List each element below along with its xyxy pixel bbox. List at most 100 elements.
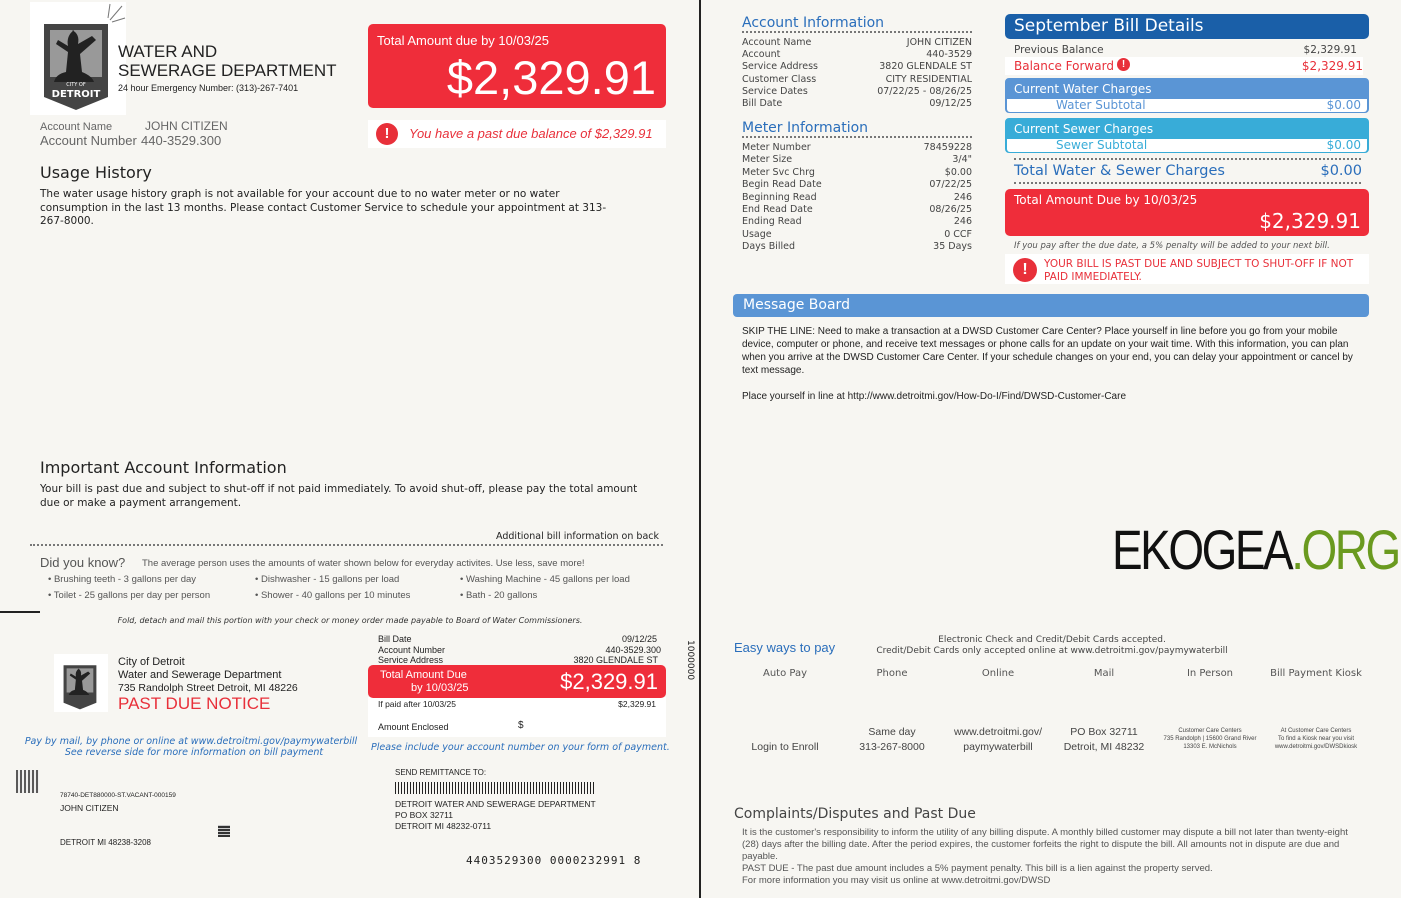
detail-line: To find a Kiosk near you visit [1277, 736, 1355, 742]
account-number-label: Account Number [40, 133, 137, 148]
easy-ways-title: Easy ways to pay [734, 640, 836, 655]
detail-line: Customer Care Centers [1178, 728, 1242, 734]
detail-line: Detroit, MI 48232 [1063, 741, 1145, 753]
stub-bill-date: Bill Date 09/12/25 [378, 634, 657, 644]
row-label: Beginning Read [742, 191, 817, 203]
message-board-text: SKIP THE LINE: Need to make a transactio… [742, 326, 1353, 376]
mail-city: DETROIT MI 48238-3208 [60, 838, 152, 847]
alert-icon: ! [1117, 58, 1130, 71]
mail-code: 78740-DET880000-ST.VACANT-000159 [60, 792, 176, 799]
info-row: Ending Read 246 [742, 216, 972, 227]
payment-method-2: Online [981, 668, 1015, 679]
account-name-label: Account Name [40, 121, 113, 133]
stub-address: 735 Randolph Street Detroit, MI 48226 [118, 682, 298, 694]
did-you-know-intro: The average person uses the amounts of w… [142, 558, 585, 569]
stub-dept: Water and Sewerage Department [118, 669, 282, 681]
sewer-subtotal-value: $0.00 [1326, 138, 1361, 152]
row-label: Usage [742, 228, 772, 240]
remit-city: DETROIT MI 48232-0711 [395, 821, 492, 831]
sewer-subtotal-label: Sewer Subtotal [1056, 138, 1148, 152]
shutoff-warning: YOUR BILL IS PAST DUE AND SUBJECT TO SHU… [1044, 258, 1354, 283]
pay-instructions-2: See reverse side for more information on… [64, 747, 324, 758]
balance-forward-label: Balance Forward [1014, 59, 1114, 73]
postal-barcode [395, 782, 595, 794]
amount-enclosed-field[interactable]: $ [518, 720, 524, 731]
more-info-text: For more information you may visit us on… [742, 875, 1051, 886]
did-you-know-title: Did you know? [40, 555, 126, 570]
label: If paid after 10/03/25 [378, 699, 456, 709]
payment-method-details: PO Box 32711 Detroit, MI 48232 [1052, 725, 1156, 755]
fold-instructions: Fold, detach and mail this portion with … [117, 616, 583, 625]
alert-icon: ! [376, 123, 398, 145]
stub-city: City of Detroit [118, 656, 185, 668]
meter-info-title: Meter Information [742, 120, 869, 136]
remit-name: DETROIT WATER AND SEWERAGE DEPARTMENT [395, 799, 596, 809]
complaints-text: It is the customer's responsibility to i… [742, 827, 1348, 862]
watermark-part1: EKOGEA [1112, 518, 1294, 581]
row-value: 08/26/25 [929, 204, 972, 215]
row-label: Account [742, 49, 781, 61]
row-value: 35 Days [933, 241, 972, 253]
stub-due-label: Total Amount Due [380, 669, 467, 681]
row-label: Begin Read Date [742, 179, 822, 191]
alert-icon: ! [1013, 258, 1037, 282]
info-row: End Read Date 08/26/25 [742, 204, 972, 215]
payment-method-details: Login to Enroll [733, 740, 837, 755]
complaints-title: Complaints/Disputes and Past Due [734, 806, 976, 822]
include-account-note: Please include your account number on yo… [371, 742, 670, 753]
detail-line: At Customer Care Centers [1280, 728, 1352, 734]
dept-name-line1: WATER AND [118, 42, 218, 61]
label: Previous Balance [1014, 44, 1104, 56]
bill-total-due-label: Total Amount Due by 10/03/25 [1014, 193, 1198, 207]
row-value: JOHN CITIZEN [906, 37, 972, 48]
important-info-text: Your bill is past due and subject to shu… [40, 483, 638, 509]
detroit-logo: CITY OF DETROIT [30, 2, 126, 115]
previous-balance: Previous Balance $2,329.91 [1014, 44, 1357, 56]
row-label: Ending Read [742, 216, 802, 228]
stub-late-amount: If paid after 10/03/25 $2,329.91 [378, 699, 656, 709]
past-due-message: You have a past due balance of $2,329.91 [409, 126, 653, 141]
detail-line: 735 Randolph | 15600 Grand River [1163, 736, 1257, 742]
detail-line: PO Box 32711 [1070, 726, 1138, 738]
dotted-divider [742, 31, 972, 34]
value: $2,329.91 [1303, 44, 1357, 56]
row-value: 78459228 [923, 142, 972, 153]
message-board-link: Place yourself in line at http://www.det… [742, 391, 1127, 402]
remit-label: SEND REMITTANCE TO: [395, 768, 487, 777]
row-value: 09/12/25 [929, 98, 972, 109]
info-row: Customer Class CITY RESIDENTIAL [742, 74, 972, 85]
row-label: Service Address [742, 61, 818, 73]
detail-line: 13303 E. McNichols [1183, 744, 1237, 750]
past-due-banner: ! You have a past due balance of $2,329.… [368, 120, 666, 148]
payment-method-details: Same day 313-267-8000 [840, 725, 944, 755]
watermark-part2: .ORG [1291, 518, 1401, 581]
payment-method-5: Bill Payment Kiosk [1270, 668, 1362, 679]
stub-total-due-box: Total Amount Due by 10/03/25 $2,329.91 [368, 665, 666, 698]
detail-line: www.detroitmi.gov/ [953, 726, 1043, 738]
water-charges-box: Current Water Charges Water Subtotal $0.… [1005, 78, 1369, 113]
scan-line: 4403529300 0000232991 8 [466, 854, 642, 867]
payment-method-details: Customer Care Centers 735 Randolph | 1560… [1158, 727, 1262, 751]
info-row: Days Billed 35 Days [742, 241, 972, 252]
complaints-body: It is the customer's responsibility to i… [742, 827, 1362, 887]
shutoff-panel [1005, 254, 1369, 284]
amount-enclosed-label: Amount Enclosed [378, 722, 449, 732]
row-value: 07/22/25 - 08/26/25 [877, 85, 972, 97]
row-label: Service Dates [742, 85, 808, 97]
tip-item: Dishwasher - 15 gallons per load [255, 574, 399, 585]
small-qr-code [218, 825, 230, 837]
stub-due-amount: $2,329.91 [560, 669, 658, 694]
water-subtotal-label: Water Subtotal [1056, 98, 1146, 112]
dotted-divider [1014, 158, 1361, 161]
pay-instructions-1: Pay by mail, by phone or online at www.d… [24, 736, 358, 747]
info-row: Meter Size 3/4" [742, 154, 972, 165]
stub-white-panel [368, 697, 666, 737]
fold-mark [0, 611, 40, 613]
message-board-title: Message Board [743, 297, 850, 313]
water-subtotal-row: Water Subtotal $0.00 [1007, 99, 1367, 112]
tip-item: Washing Machine - 45 gallons per load [460, 574, 630, 585]
label: Account Number [378, 645, 446, 655]
balance-forward-row: Balance Forward ! $2,329.91 [1005, 57, 1363, 75]
label: Service Address [378, 655, 444, 665]
value: 440-3529.300 [605, 645, 661, 655]
